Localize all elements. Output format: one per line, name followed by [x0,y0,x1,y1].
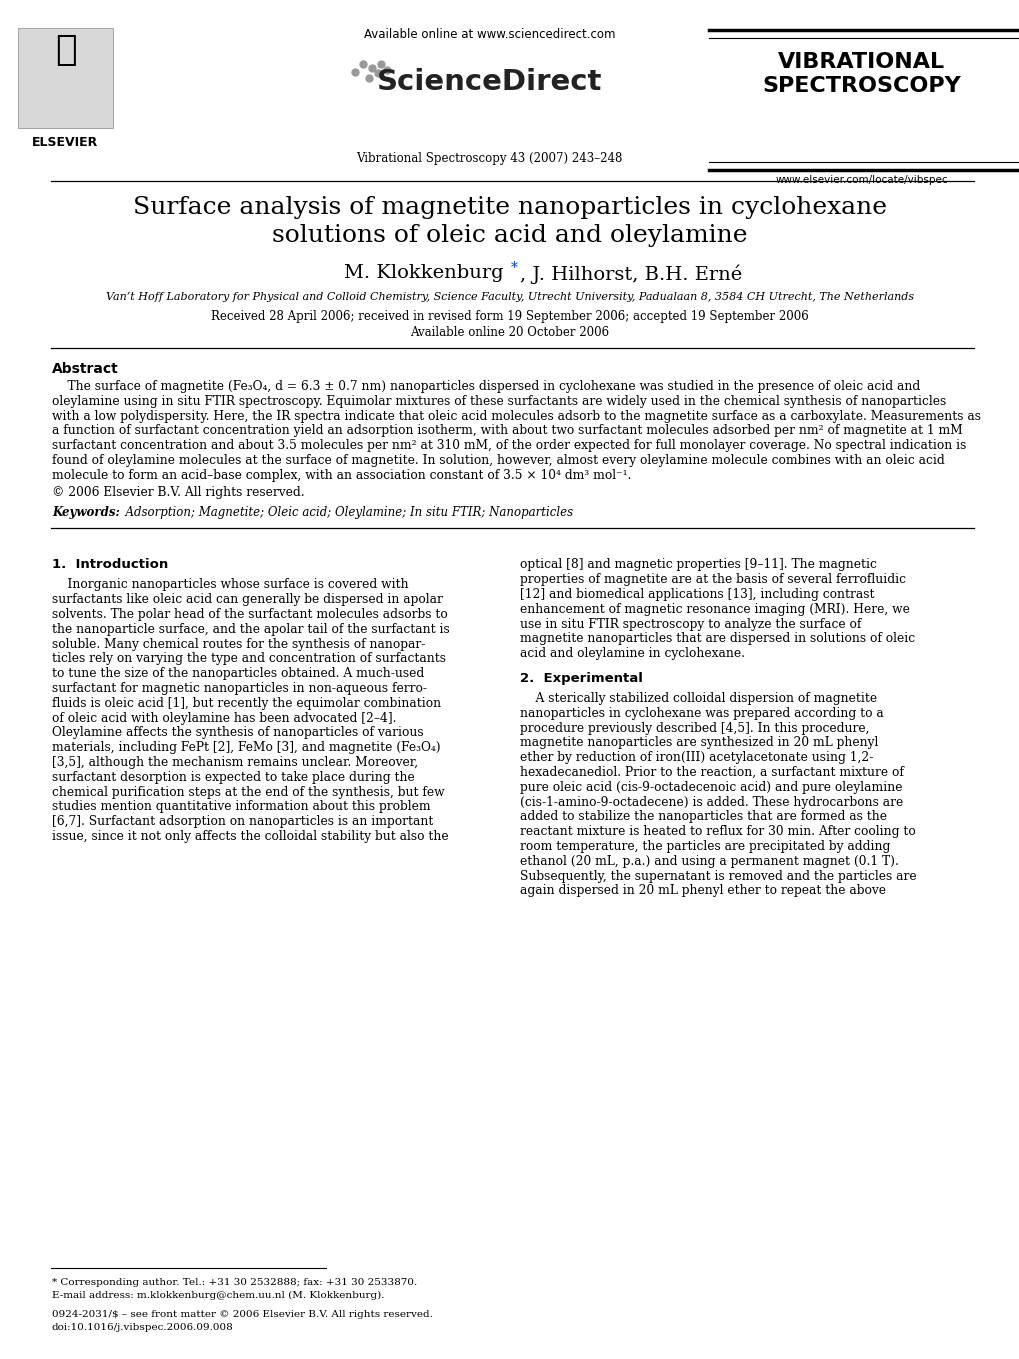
Text: issue, since it not only affects the colloidal stability but also the: issue, since it not only affects the col… [52,830,448,843]
Text: ethanol (20 mL, p.a.) and using a permanent magnet (0.1 T).: ethanol (20 mL, p.a.) and using a perman… [520,855,898,868]
Text: optical [8] and magnetic properties [9–11]. The magnetic: optical [8] and magnetic properties [9–1… [520,559,876,571]
Text: to tune the size of the nanoparticles obtained. A much-used: to tune the size of the nanoparticles ob… [52,667,424,681]
Text: soluble. Many chemical routes for the synthesis of nanopar-: soluble. Many chemical routes for the sy… [52,637,425,651]
Text: again dispersed in 20 mL phenyl ether to repeat the above: again dispersed in 20 mL phenyl ether to… [520,885,886,897]
Text: The surface of magnetite (Fe₃O₄, d = 6.3 ± 0.7 nm) nanoparticles dispersed in cy: The surface of magnetite (Fe₃O₄, d = 6.3… [52,381,919,393]
Text: Inorganic nanoparticles whose surface is covered with: Inorganic nanoparticles whose surface is… [52,579,409,591]
Text: magnetite nanoparticles that are dispersed in solutions of oleic: magnetite nanoparticles that are dispers… [520,632,914,646]
Text: magnetite nanoparticles are synthesized in 20 mL phenyl: magnetite nanoparticles are synthesized … [520,737,877,749]
Text: surfactant desorption is expected to take place during the: surfactant desorption is expected to tak… [52,771,415,784]
Text: molecule to form an acid–base complex, with an association constant of 3.5 × 10⁴: molecule to form an acid–base complex, w… [52,469,631,482]
Text: www.elsevier.com/locate/vibspec: www.elsevier.com/locate/vibspec [774,175,948,185]
Text: doi:10.1016/j.vibspec.2006.09.008: doi:10.1016/j.vibspec.2006.09.008 [52,1324,233,1332]
Text: with a low polydispersity. Here, the IR spectra indicate that oleic acid molecul: with a low polydispersity. Here, the IR … [52,409,980,423]
Text: found of oleylamine molecules at the surface of magnetite. In solution, however,: found of oleylamine molecules at the sur… [52,454,944,467]
Text: Available online 20 October 2006: Available online 20 October 2006 [410,326,609,338]
Text: ScienceDirect: ScienceDirect [377,68,601,96]
Text: studies mention quantitative information about this problem: studies mention quantitative information… [52,800,430,814]
Text: nanoparticles in cyclohexane was prepared according to a: nanoparticles in cyclohexane was prepare… [520,707,882,720]
Text: room temperature, the particles are precipitated by adding: room temperature, the particles are prec… [520,840,890,853]
Text: , J. Hilhorst, B.H. Erné: , J. Hilhorst, B.H. Erné [520,264,742,284]
Text: 0924-2031/$ – see front matter © 2006 Elsevier B.V. All rights reserved.: 0924-2031/$ – see front matter © 2006 El… [52,1310,432,1320]
Text: oleylamine using in situ FTIR spectroscopy. Equimolar mixtures of these surfacta: oleylamine using in situ FTIR spectrosco… [52,395,946,408]
Text: © 2006 Elsevier B.V. All rights reserved.: © 2006 Elsevier B.V. All rights reserved… [52,485,305,499]
Text: Van’t Hoff Laboratory for Physical and Colloid Chemistry, Science Faculty, Utrec: Van’t Hoff Laboratory for Physical and C… [106,292,913,302]
Bar [18,29,113,128]
Text: fluids is oleic acid [1], but recently the equimolar combination: fluids is oleic acid [1], but recently t… [52,697,440,709]
Text: procedure previously described [4,5]. In this procedure,: procedure previously described [4,5]. In… [520,722,868,735]
Text: of oleic acid with oleylamine has been advocated [2–4].: of oleic acid with oleylamine has been a… [52,712,396,724]
Text: surfactant for magnetic nanoparticles in non-aqueous ferro-: surfactant for magnetic nanoparticles in… [52,682,427,694]
Text: M. Klokkenburg: M. Klokkenburg [343,264,510,283]
Text: VIBRATIONAL: VIBRATIONAL [777,52,945,72]
Text: [6,7]. Surfactant adsorption on nanoparticles is an important: [6,7]. Surfactant adsorption on nanopart… [52,815,433,828]
Text: enhancement of magnetic resonance imaging (MRI). Here, we: enhancement of magnetic resonance imagin… [520,603,909,616]
Text: ELSEVIER: ELSEVIER [33,136,99,149]
Text: [12] and biomedical applications [13], including contrast: [12] and biomedical applications [13], i… [520,588,873,601]
Text: surfactant concentration and about 3.5 molecules per nm² at 310 mM, of the order: surfactant concentration and about 3.5 m… [52,439,965,453]
Text: *: * [511,261,518,275]
Text: properties of magnetite are at the basis of several ferrofluidic: properties of magnetite are at the basis… [520,573,905,586]
Text: Vibrational Spectroscopy 43 (2007) 243–248: Vibrational Spectroscopy 43 (2007) 243–2… [356,152,623,164]
Text: pure oleic acid (cis-9-octadecenoic acid) and pure oleylamine: pure oleic acid (cis-9-octadecenoic acid… [520,781,902,794]
Text: the nanoparticle surface, and the apolar tail of the surfactant is: the nanoparticle surface, and the apolar… [52,622,449,636]
Text: 1.  Introduction: 1. Introduction [52,559,168,571]
Text: solvents. The polar head of the surfactant molecules adsorbs to: solvents. The polar head of the surfacta… [52,607,447,621]
Text: reactant mixture is heated to reflux for 30 min. After cooling to: reactant mixture is heated to reflux for… [520,825,915,839]
Text: chemical purification steps at the end of the synthesis, but few: chemical purification steps at the end o… [52,786,444,799]
Text: Abstract: Abstract [52,361,118,376]
Text: a function of surfactant concentration yield an adsorption isotherm, with about : a function of surfactant concentration y… [52,424,962,438]
Text: added to stabilize the nanoparticles that are formed as the: added to stabilize the nanoparticles tha… [520,810,887,824]
Text: 2.  Experimental: 2. Experimental [520,671,642,685]
Text: Adsorption; Magnetite; Oleic acid; Oleylamine; In situ FTIR; Nanoparticles: Adsorption; Magnetite; Oleic acid; Oleyl… [118,507,573,519]
Text: [3,5], although the mechanism remains unclear. Moreover,: [3,5], although the mechanism remains un… [52,756,418,769]
Text: A sterically stabilized colloidal dispersion of magnetite: A sterically stabilized colloidal disper… [520,692,876,705]
Text: ether by reduction of iron(III) acetylacetonate using 1,2-: ether by reduction of iron(III) acetylac… [520,752,872,764]
Text: Subsequently, the supernatant is removed and the particles are: Subsequently, the supernatant is removed… [520,870,916,882]
Text: * Corresponding author. Tel.: +31 30 2532888; fax: +31 30 2533870.: * Corresponding author. Tel.: +31 30 253… [52,1277,417,1287]
Text: acid and oleylamine in cyclohexane.: acid and oleylamine in cyclohexane. [520,647,744,660]
Text: solutions of oleic acid and oleylamine: solutions of oleic acid and oleylamine [272,224,747,247]
Text: 🌲: 🌲 [55,33,76,67]
Text: (cis-1-amino-9-octadecene) is added. These hydrocarbons are: (cis-1-amino-9-octadecene) is added. The… [520,795,903,809]
Text: E-mail address: m.klokkenburg@chem.uu.nl (M. Klokkenburg).: E-mail address: m.klokkenburg@chem.uu.nl… [52,1291,384,1301]
Text: SPECTROSCOPY: SPECTROSCOPY [762,76,960,96]
Text: use in situ FTIR spectroscopy to analyze the surface of: use in situ FTIR spectroscopy to analyze… [520,617,860,631]
Text: Surface analysis of magnetite nanoparticles in cyclohexane: Surface analysis of magnetite nanopartic… [132,196,887,219]
Text: hexadecanediol. Prior to the reaction, a surfactant mixture of: hexadecanediol. Prior to the reaction, a… [520,766,903,779]
Text: ticles rely on varying the type and concentration of surfactants: ticles rely on varying the type and conc… [52,652,445,666]
Text: Available online at www.sciencedirect.com: Available online at www.sciencedirect.co… [364,29,614,41]
Text: materials, including FePt [2], FeMo [3], and magnetite (Fe₃O₄): materials, including FePt [2], FeMo [3],… [52,741,440,754]
Text: Keywords:: Keywords: [52,507,120,519]
Text: surfactants like oleic acid can generally be dispersed in apolar: surfactants like oleic acid can generall… [52,593,442,606]
Text: Received 28 April 2006; received in revised form 19 September 2006; accepted 19 : Received 28 April 2006; received in revi… [211,310,808,323]
Text: Oleylamine affects the synthesis of nanoparticles of various: Oleylamine affects the synthesis of nano… [52,727,423,739]
